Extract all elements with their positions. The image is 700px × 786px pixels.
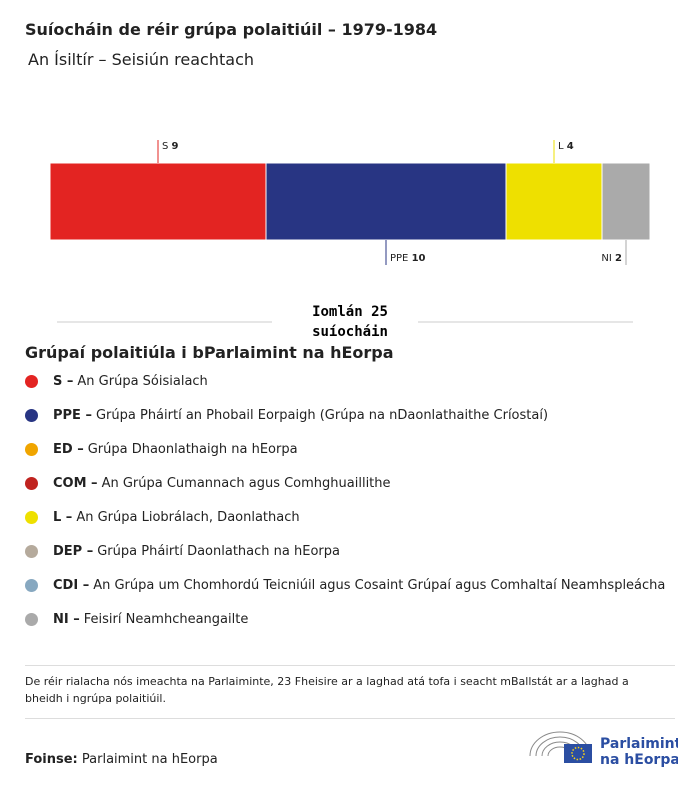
rule — [25, 665, 675, 666]
legend-item: PPE – Grúpa Pháirtí an Phobail Eorpaigh (… — [25, 405, 548, 425]
segment-name: L — [558, 141, 564, 152]
legend-abbr: PPE – — [53, 407, 92, 423]
legend-abbr: CDI – — [53, 577, 90, 593]
legend-item: DEP – Grúpa Pháirtí Daonlathach na hEorpa — [25, 541, 340, 561]
bar-segment — [505, 162, 603, 241]
total-prefix: Iomlán — [312, 304, 363, 320]
rule — [25, 718, 675, 719]
legend-item: ED – Grúpa Dhaonlathaigh na hEorpa — [25, 439, 298, 459]
logo-text: na hEorpa — [600, 752, 678, 768]
subtitle: An Ísiltír – Seisiún reachtach — [28, 50, 255, 69]
legend-abbr: L – — [53, 509, 73, 525]
segment-label: PPE 10 — [390, 253, 426, 264]
legend-abbr: S – — [53, 373, 74, 389]
legend-swatch — [25, 476, 38, 490]
legend-abbr: ED – — [53, 441, 84, 457]
segment-label: NI 2 — [601, 253, 622, 264]
legend-text: An Grúpa um Chomhordú Teicniúil agus Cos… — [93, 577, 666, 593]
legend-swatch — [25, 374, 38, 388]
segment-value: 9 — [172, 141, 179, 152]
legend-item: CDI – An Grúpa um Chomhordú Teicniúil agu… — [25, 575, 665, 595]
legend-swatch — [25, 578, 38, 592]
source: Foinse: Parlaimint na hEorpa — [25, 752, 218, 767]
chart: Iomlán 25 suíocháin S 9 PPE 10 L 4 NI 2 — [49, 140, 651, 340]
segment-label: L 4 — [558, 141, 574, 152]
legend-swatch — [25, 408, 38, 422]
note: De réir rialacha nós imeachta na Parlaim… — [25, 675, 629, 705]
legend-text: An Grúpa Sóisialach — [77, 373, 208, 389]
legend-swatch — [25, 442, 38, 456]
segment-label: S 9 — [162, 141, 179, 152]
legend-abbr: DEP – — [53, 543, 94, 559]
source-label: Foinse: — [25, 752, 78, 767]
legend-text: An Grúpa Liobrálach, Daonlathach — [76, 509, 300, 525]
segment-name: PPE — [390, 253, 408, 264]
legend-text: Grúpa Pháirtí Daonlathach na hEorpa — [97, 543, 340, 559]
legend-item: NI – Feisirí Neamhcheangailte — [25, 609, 248, 629]
legend-text: Feisirí Neamhcheangailte — [83, 611, 249, 627]
legend-swatch — [25, 544, 38, 558]
legend-item: COM – An Grúpa Cumannach agus Comhghuaill… — [25, 473, 391, 493]
legend-item: L – An Grúpa Liobrálach, Daonlathach — [25, 507, 300, 527]
bar-segment — [265, 162, 507, 241]
segment-name: S — [162, 141, 168, 152]
segment-value: 2 — [615, 253, 622, 264]
source-text: Parlaimint na hEorpa — [81, 752, 218, 767]
total-label: Iomlán 25 suíocháin — [312, 304, 388, 340]
legend-abbr: COM – — [53, 475, 98, 491]
total: 25 — [371, 304, 388, 320]
legend-text: An Grúpa Cumannach agus Comhghuaillithe — [101, 475, 391, 491]
legend-swatch — [25, 510, 38, 524]
logo: Parlaimint na hEorpa — [529, 731, 678, 768]
legend-swatch — [25, 612, 38, 626]
bar-segment — [601, 162, 651, 241]
segment-name: NI — [601, 253, 611, 264]
title: Suíocháin de réir grúpa polaitiúil – 197… — [25, 20, 438, 39]
legend-title: Grúpaí polaitiúla i bParlaimint na hEorp… — [25, 343, 394, 362]
legend-abbr: NI – — [53, 611, 80, 627]
logo-text: Parlaimint — [600, 736, 678, 752]
legend-text: Grúpa Dhaonlathaigh na hEorpa — [87, 441, 298, 457]
segment-value: 10 — [412, 253, 426, 264]
legend-text: Grúpa Pháirtí an Phobail Eorpaigh (Grúpa… — [95, 407, 549, 423]
total-suffix: suíocháin — [312, 324, 388, 340]
legend-item: S – An Grúpa Sóisialach — [25, 371, 208, 391]
segment-value: 4 — [567, 141, 574, 152]
bar-segment — [49, 162, 267, 241]
